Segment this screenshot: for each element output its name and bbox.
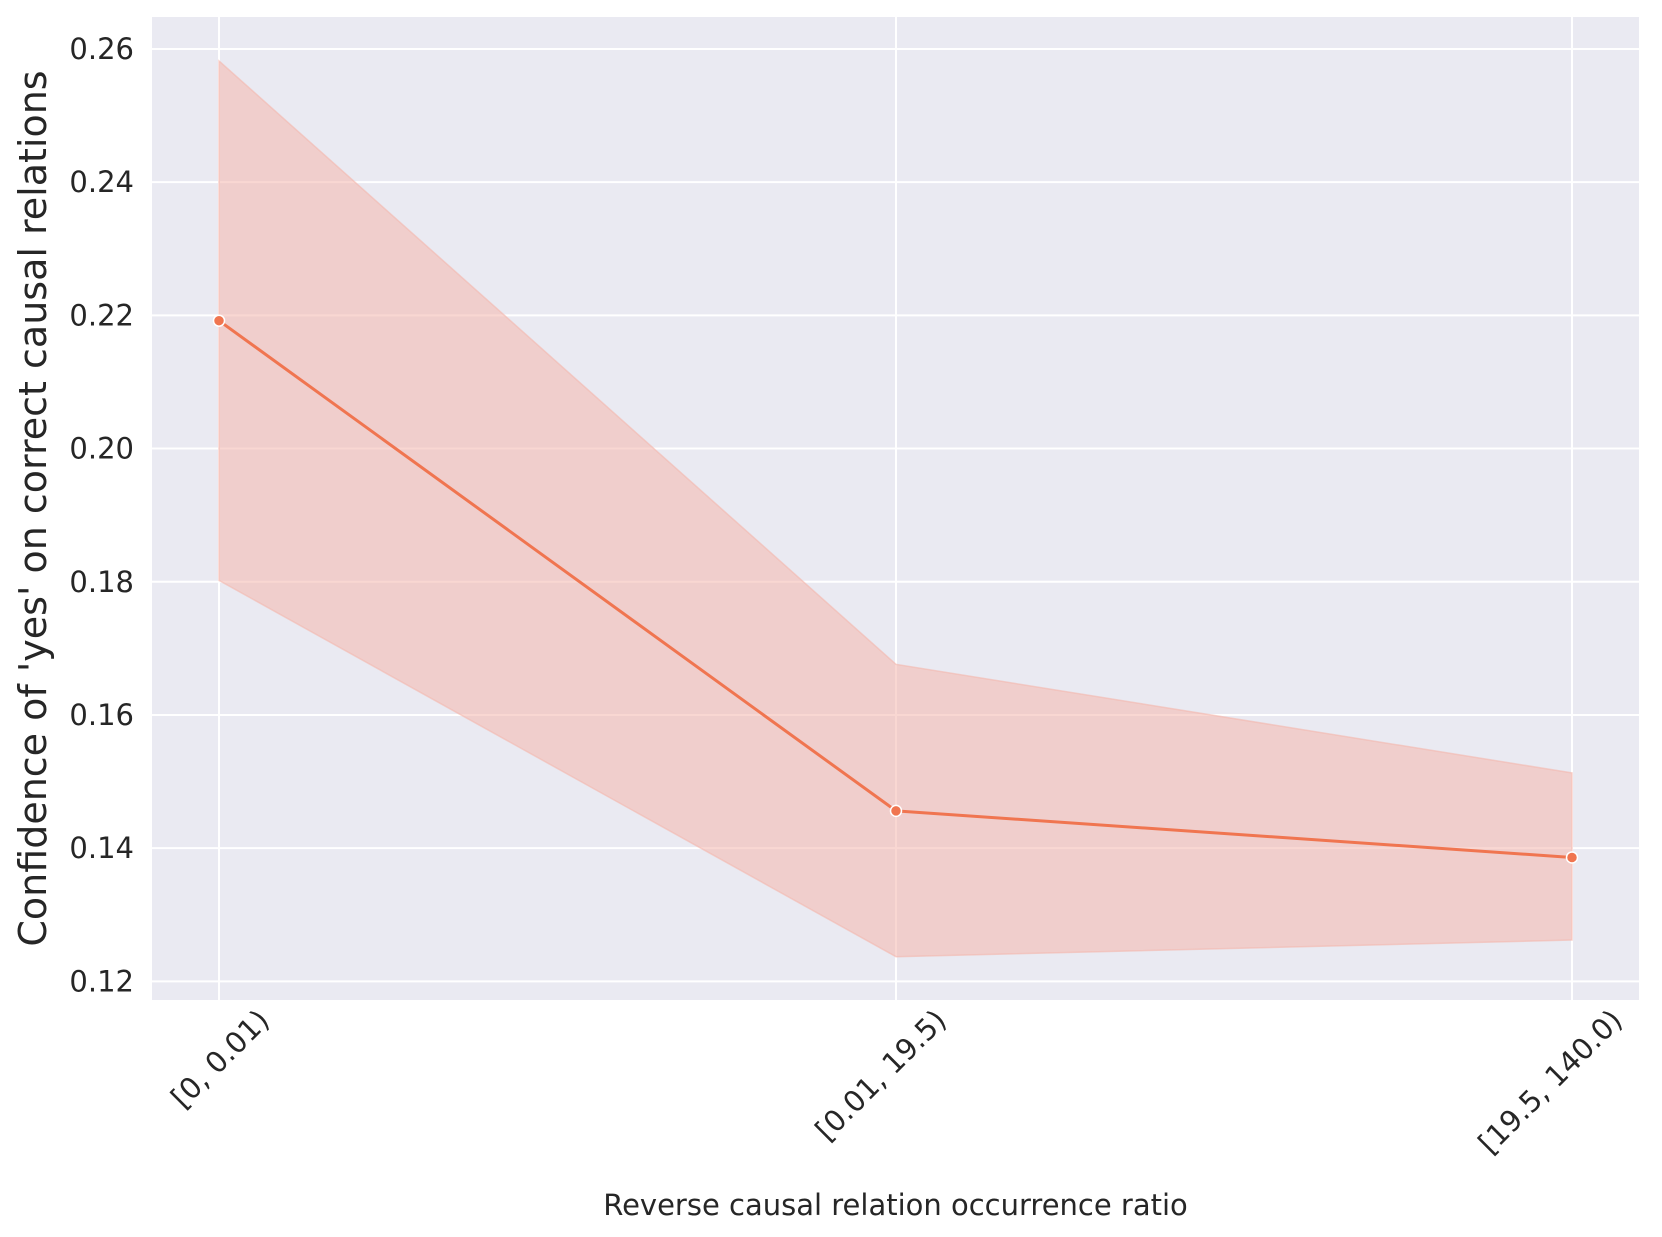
y-tick-label: 0.24 xyxy=(69,165,134,199)
data-point xyxy=(889,804,903,818)
y-tick-label: 0.26 xyxy=(69,32,134,66)
y-tick-label: 0.14 xyxy=(69,831,134,865)
y-tick-label: 0.12 xyxy=(69,964,134,998)
x-axis-label: Reverse causal relation occurrence ratio xyxy=(603,1188,1188,1222)
y-tick-label: 0.16 xyxy=(69,698,134,732)
x-axis-ticks: [0, 0.01) [0.01, 19.5) [19.5, 140.0) xyxy=(164,1003,1629,1160)
x-tick-label: [0.01, 19.5) xyxy=(809,1003,953,1147)
confidence-bands xyxy=(218,59,1573,958)
y-axis-label: Confidence of 'yes' on correct causal re… xyxy=(11,70,55,946)
data-point xyxy=(212,314,226,327)
data-point xyxy=(1565,851,1579,864)
y-tick-label: 0.20 xyxy=(69,432,134,466)
y-axis-ticks: 0.12 0.14 0.16 0.18 0.20 0.22 0.24 0.26 xyxy=(69,32,134,998)
x-tick-label: [0, 0.01) xyxy=(164,1003,276,1115)
confidence-band xyxy=(218,59,1573,958)
data-points xyxy=(212,314,1579,864)
y-tick-label: 0.22 xyxy=(69,298,134,332)
y-tick-label: 0.18 xyxy=(69,565,134,599)
x-tick-label: [19.5, 140.0) xyxy=(1472,1003,1629,1160)
